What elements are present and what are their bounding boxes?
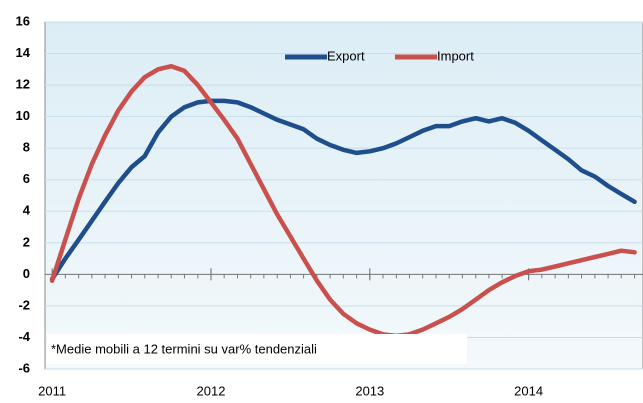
legend-label: Export xyxy=(327,48,365,63)
y-tick-label: 12 xyxy=(16,77,30,92)
y-tick-label: -2 xyxy=(18,297,30,312)
y-tick-label: 14 xyxy=(16,45,31,60)
y-tick-label: -6 xyxy=(18,360,30,375)
y-tick-label: 2 xyxy=(23,234,30,249)
x-tick-label: 2011 xyxy=(38,383,66,398)
y-tick-label: 8 xyxy=(23,140,30,155)
y-tick-label: 0 xyxy=(23,266,30,281)
series-line xyxy=(49,63,637,339)
y-tick-label: 16 xyxy=(16,13,30,28)
series-line xyxy=(49,98,637,282)
annotation-box xyxy=(47,334,467,364)
x-tick-label: 2014 xyxy=(514,383,543,398)
y-tick-label: -4 xyxy=(18,329,30,344)
x-tick-label: 2012 xyxy=(197,383,226,398)
y-tick-label: 4 xyxy=(23,203,31,218)
legend-label: Import xyxy=(437,48,474,63)
x-tick-label: 2013 xyxy=(355,383,384,398)
annotation: *Medie mobili a 12 termini su var% tende… xyxy=(51,341,317,356)
y-tick-label: 10 xyxy=(16,108,30,123)
y-tick-label: 6 xyxy=(23,171,30,186)
